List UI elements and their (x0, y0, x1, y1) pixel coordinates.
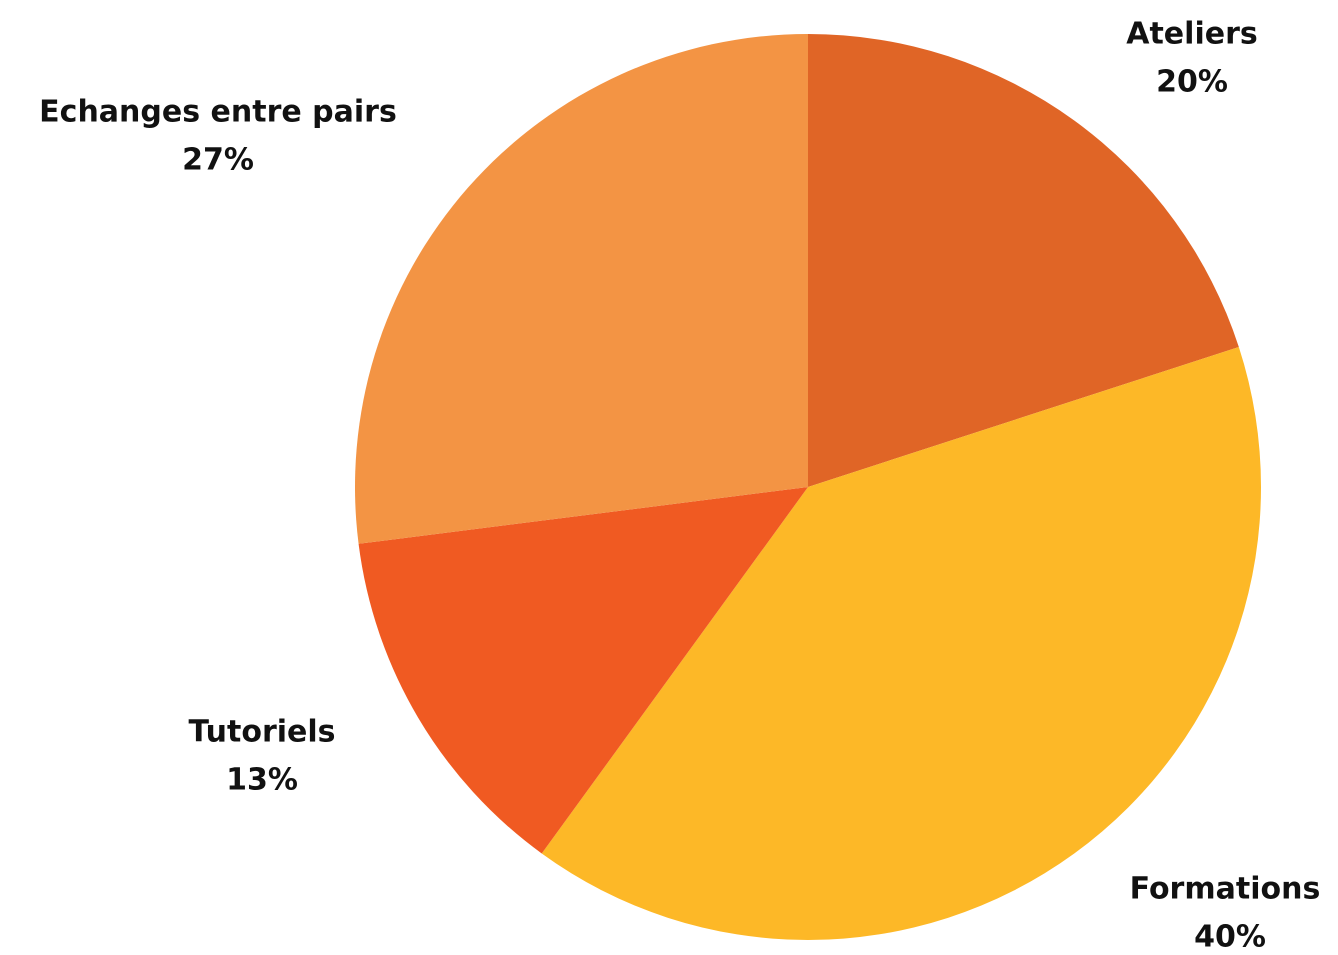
slice-value-label: 20% (1156, 65, 1228, 100)
slice-value-label: 13% (226, 763, 298, 798)
pie-slice (355, 34, 808, 544)
slice-value-label: 27% (182, 143, 254, 178)
slice-label: Ateliers (1126, 17, 1257, 52)
slice-value-label: 40% (1194, 920, 1266, 955)
slice-label: Formations (1130, 872, 1321, 907)
pie-slice (808, 34, 1239, 487)
slice-label: Tutoriels (188, 715, 335, 750)
pie-slice (358, 487, 808, 854)
slice-label: Echanges entre pairs (39, 95, 397, 130)
pie-slice (541, 347, 1261, 941)
